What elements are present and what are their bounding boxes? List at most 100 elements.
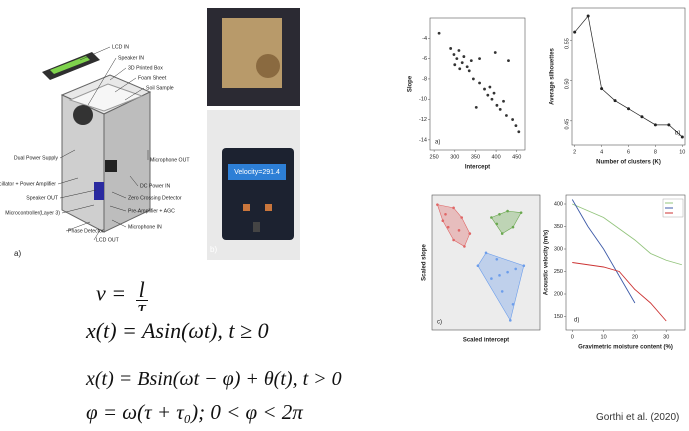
caption: Gorthi et al. (2020) — [596, 412, 679, 423]
scatter-point — [453, 53, 456, 56]
y-tick-label: -12 — [419, 117, 427, 123]
scatter-point — [458, 49, 461, 52]
denominator: τ — [136, 301, 148, 311]
cluster-point — [469, 232, 472, 235]
scatter-point — [462, 55, 465, 58]
diagram-label: Microphone IN — [128, 224, 162, 230]
x-tick-label: 0 — [571, 334, 574, 340]
cluster-point — [463, 245, 466, 248]
scatter-point — [507, 59, 510, 62]
figure-canvas: LCD INSpeaker IN3D Printed BoxFoam Sheet… — [0, 0, 689, 431]
equation: φ = ω(τ + τ₀); 0 < φ < 2π — [86, 400, 303, 425]
diagram-label: Soil Sample — [146, 85, 174, 91]
cluster-point — [490, 216, 493, 219]
scatter-point — [468, 69, 471, 72]
diagram-label: DC Power IN — [140, 183, 171, 189]
diagram-label: Phase Detector — [68, 228, 104, 234]
scatter-point — [470, 59, 473, 62]
cluster-point — [523, 264, 526, 267]
x-tick-label: 450 — [512, 154, 521, 160]
scatter-point — [449, 47, 452, 50]
y-tick-label: 200 — [554, 291, 563, 297]
diagram-label: Foam Sheet — [138, 75, 167, 81]
diagram-label: LCD OUT — [96, 237, 120, 243]
y-tick-label: -14 — [419, 137, 427, 143]
x-axis-label: Number of clusters (K) — [596, 160, 661, 166]
scatter-point — [502, 100, 505, 103]
scatter-point — [472, 78, 475, 81]
x-tick-label: 350 — [471, 154, 480, 160]
y-tick-label: 0.50 — [564, 79, 570, 90]
cluster-point — [498, 213, 501, 216]
diagram-label: Dual Power Supply — [14, 155, 59, 161]
line-point — [600, 87, 603, 90]
diagram-label: Oscillator + Power Amplifier — [0, 181, 56, 187]
scatter-point — [455, 57, 458, 60]
panel-label: a) — [14, 249, 21, 258]
panel-label: d) — [574, 318, 579, 324]
cluster-point — [485, 252, 488, 255]
x-axis-label: Gravimetric moisture content (%) — [578, 345, 673, 351]
scatter-point — [453, 63, 456, 66]
scatter-point — [438, 32, 441, 35]
line-point — [654, 123, 657, 126]
y-tick-label: -4 — [422, 36, 427, 42]
y-axis-label: Acoustic velocity (m/s) — [544, 230, 550, 295]
scatter-point — [478, 57, 481, 60]
panel-label: c) — [437, 320, 442, 326]
cluster-point — [506, 210, 509, 213]
y-tick-label: 150 — [554, 314, 563, 320]
scatter-point — [499, 108, 502, 111]
scatter-point — [466, 65, 469, 68]
scatter-point — [496, 104, 499, 107]
numerator: l — [136, 280, 148, 301]
x-tick-label: 10 — [679, 149, 685, 155]
plot-frame — [430, 18, 525, 150]
cluster-point — [447, 226, 450, 229]
x-tick-label: 10 — [601, 334, 607, 340]
y-axis-label: Slope — [408, 75, 414, 92]
cluster-point — [458, 229, 461, 232]
scatter-point — [517, 130, 520, 133]
photo-box — [207, 8, 300, 260]
equation-lhs: v = — [96, 281, 126, 306]
x-tick-label: 2 — [573, 149, 576, 155]
cluster-point — [501, 290, 504, 293]
panel-label: b) — [210, 245, 217, 254]
scatter-point — [458, 67, 461, 70]
x-tick-label: 400 — [491, 154, 500, 160]
cluster-point — [514, 268, 517, 271]
diagram-label: Pre-Amplifier + AGC — [128, 208, 175, 214]
y-tick-label: 0.45 — [564, 119, 570, 130]
panel-label: a) — [435, 140, 440, 146]
lcd-text: Velocity=291.4 — [234, 169, 280, 176]
cluster-point — [444, 213, 447, 216]
scatter-point — [475, 106, 478, 109]
x-tick-label: 30 — [663, 334, 669, 340]
line-point — [614, 99, 617, 102]
cluster-point — [490, 277, 493, 280]
cluster-point — [452, 207, 455, 210]
data-line — [575, 16, 683, 137]
x-tick-label: 20 — [632, 334, 638, 340]
y-tick-label: 0.55 — [564, 38, 570, 49]
x-tick-label: 250 — [430, 154, 439, 160]
scatter-point — [505, 114, 508, 117]
scatter-point — [515, 124, 518, 127]
x-axis-label: Scaled intercept — [463, 338, 509, 344]
y-axis-label: Scaled slope — [422, 243, 428, 280]
y-tick-label: 400 — [554, 201, 563, 207]
y-tick-label: 350 — [554, 224, 563, 230]
x-tick-label: 8 — [654, 149, 657, 155]
device-diagram — [42, 52, 150, 232]
line-point — [640, 115, 643, 118]
cluster-point — [498, 274, 501, 277]
diagram-label: Speaker OUT — [26, 195, 59, 201]
cluster-point — [477, 264, 480, 267]
scatter-point — [461, 61, 464, 64]
diagram-label: Zero Crossing Detector — [128, 195, 182, 201]
cluster-point — [452, 239, 455, 242]
line-point — [587, 15, 590, 18]
y-tick-label: 250 — [554, 269, 563, 275]
diagram-label: 3D Printed Box — [128, 65, 163, 71]
